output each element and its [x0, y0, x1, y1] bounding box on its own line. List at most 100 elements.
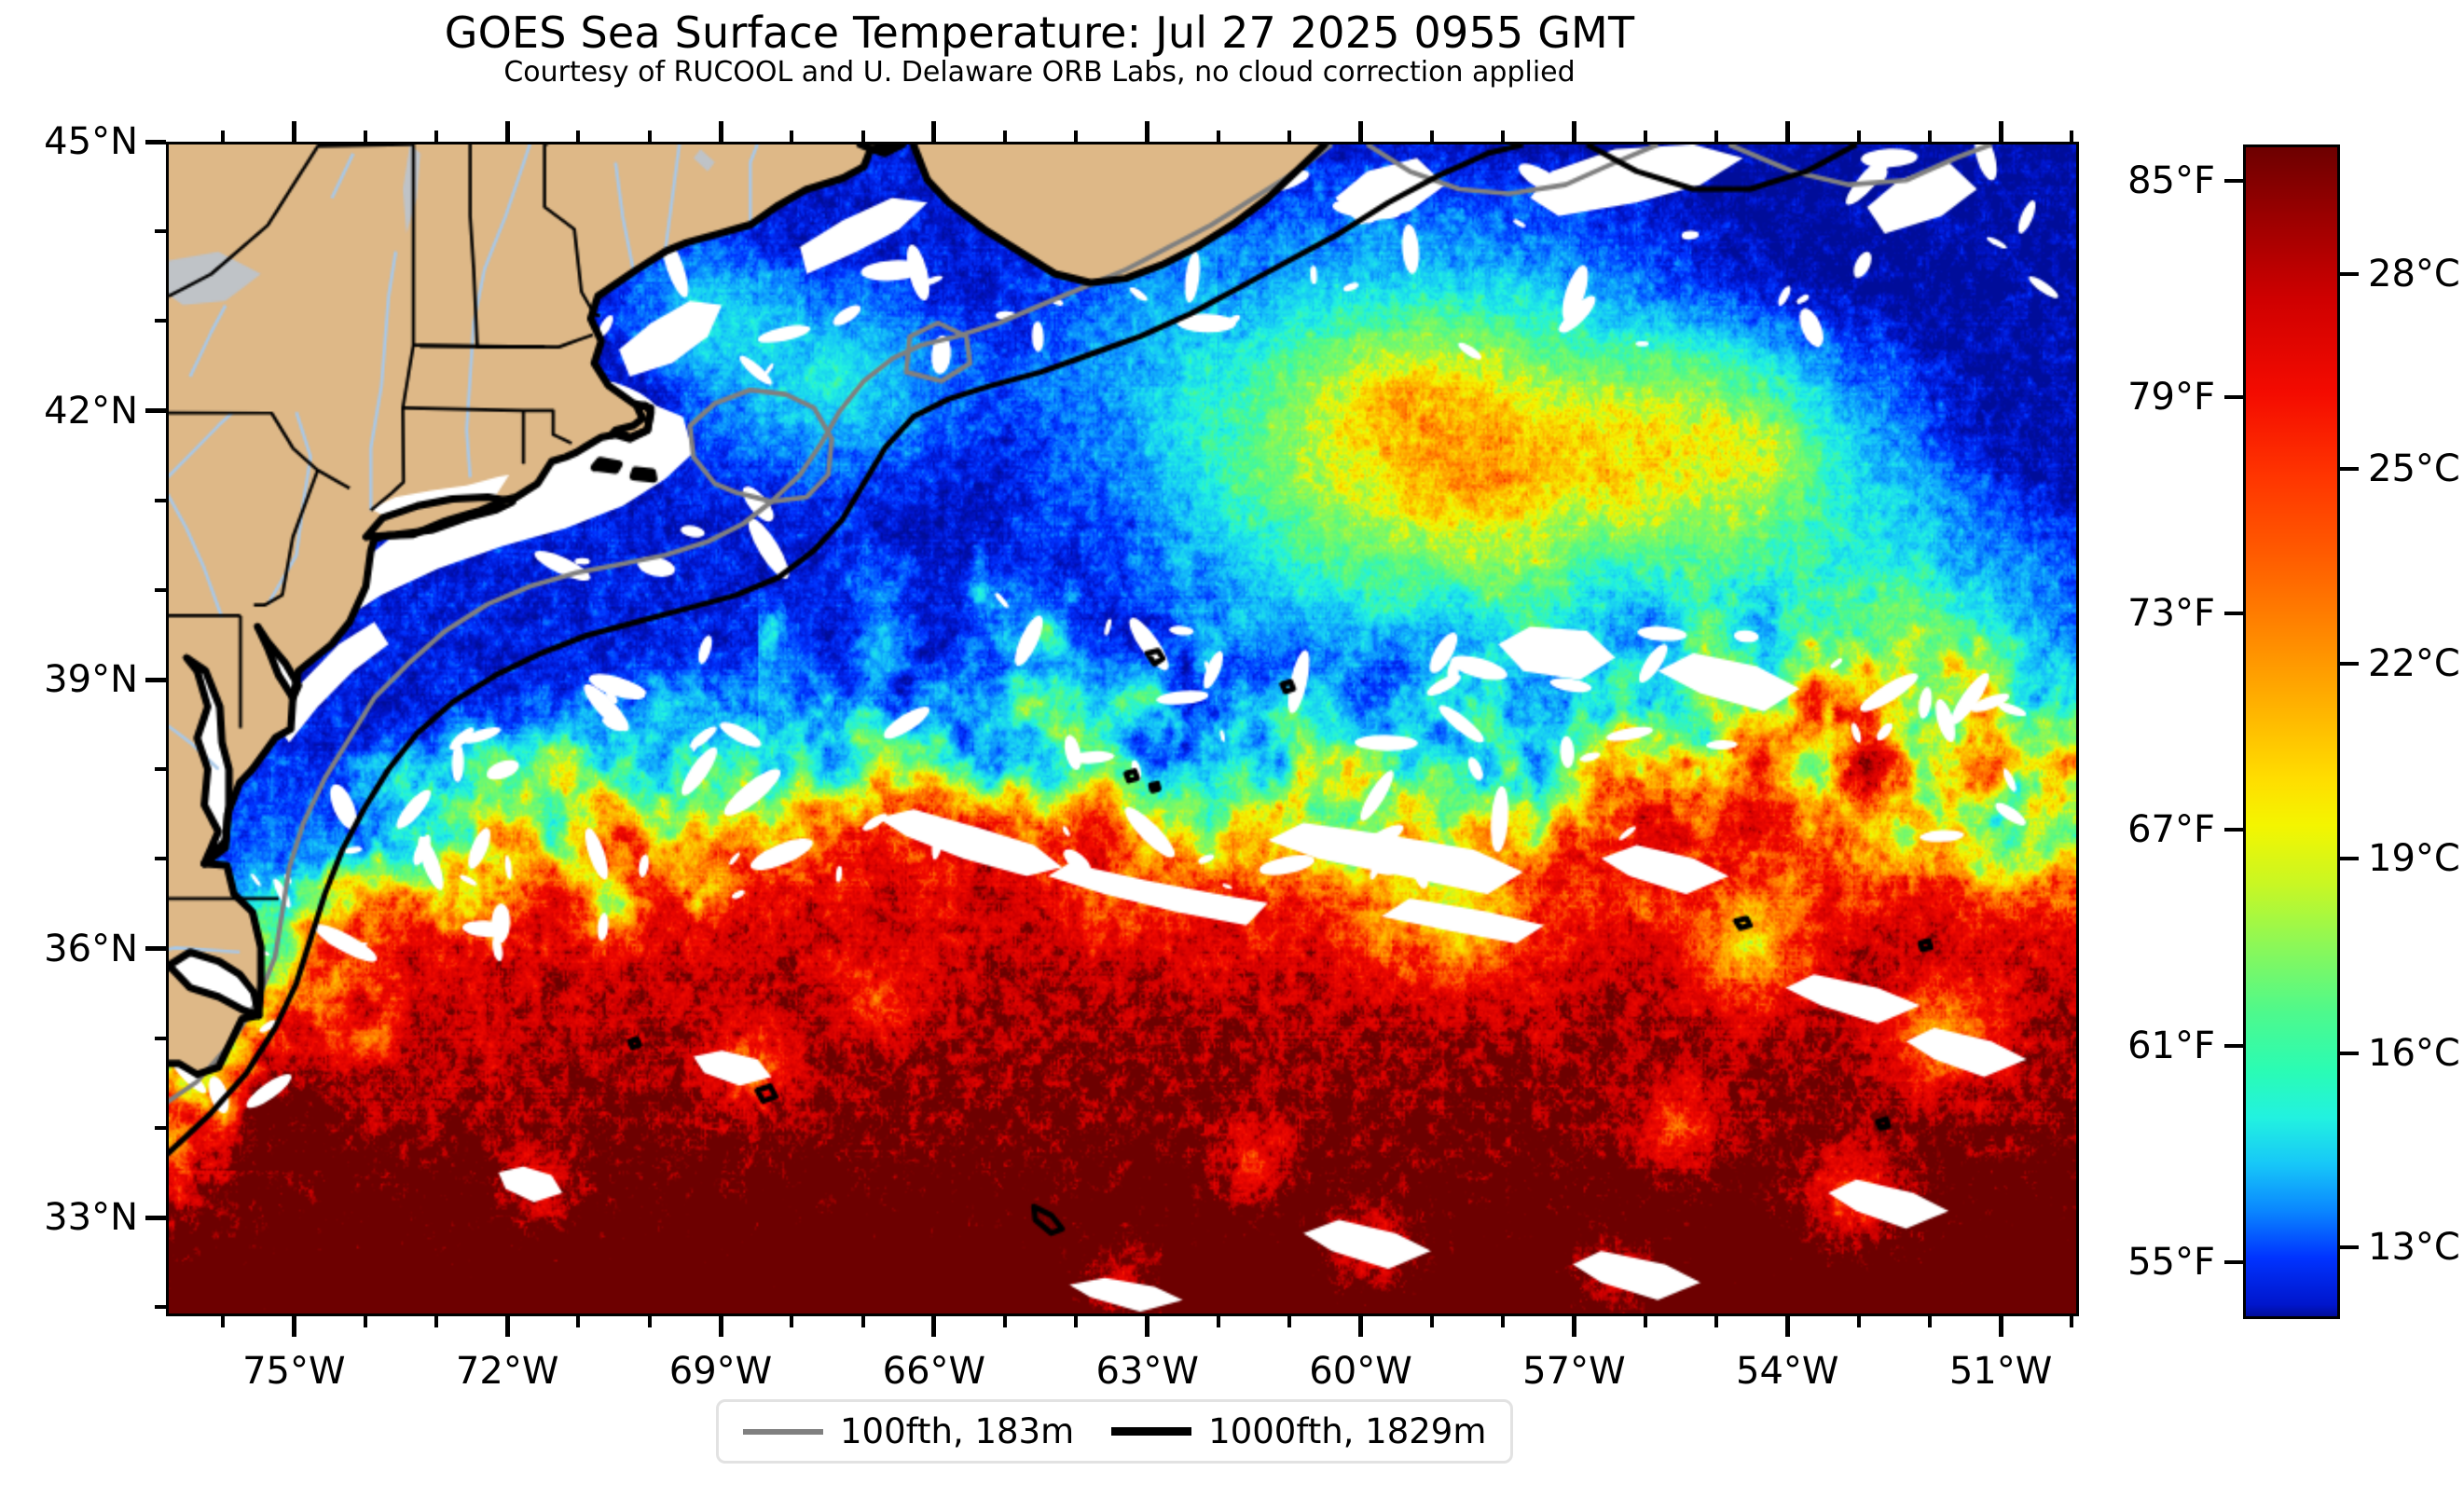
x-tick-top-minor	[1643, 131, 1647, 142]
colorbar-label-fahrenheit: 61°F	[2127, 1024, 2215, 1067]
x-tick-top-minor	[1074, 131, 1079, 142]
x-tick-top-major	[1998, 121, 2003, 142]
colorbar-tick-c	[2340, 1051, 2359, 1055]
y-tick-major	[145, 408, 166, 414]
colorbar-label-celsius: 25°C	[2368, 447, 2460, 491]
x-tick-minor	[1501, 1316, 1506, 1327]
x-tick-major	[1358, 1316, 1364, 1337]
y-tick-minor	[155, 1036, 166, 1040]
x-tick-minor	[1287, 1316, 1292, 1327]
x-tick-minor	[1003, 1316, 1008, 1327]
y-tick-minor	[155, 857, 166, 861]
x-tick-top-major	[1358, 121, 1364, 142]
y-tick-minor	[155, 1305, 166, 1310]
colorbar-label-fahrenheit: 55°F	[2127, 1240, 2215, 1284]
x-axis-label: 75°W	[242, 1350, 346, 1393]
x-tick-top-minor	[1501, 131, 1506, 142]
x-tick-top-minor	[1856, 131, 1861, 142]
y-tick-minor	[155, 498, 166, 502]
y-tick-major	[145, 139, 166, 144]
legend-item-label: 100fth, 183m	[840, 1411, 1075, 1451]
x-tick-minor	[576, 1316, 581, 1327]
x-axis-label: 60°W	[1309, 1350, 1412, 1393]
colorbar-label-celsius: 13°C	[2368, 1226, 2460, 1270]
x-tick-minor	[2070, 1316, 2074, 1327]
colorbar-tick-f	[2224, 827, 2243, 832]
y-tick-major	[145, 946, 166, 952]
x-tick-top-major	[931, 121, 937, 142]
colorbar-label-fahrenheit: 85°F	[2127, 158, 2215, 202]
x-tick-major	[1784, 1316, 1790, 1337]
y-tick-minor	[155, 319, 166, 323]
x-tick-top-minor	[1927, 131, 1932, 142]
x-tick-top-minor	[221, 131, 226, 142]
x-axis-label: 66°W	[882, 1350, 986, 1393]
colorbar-label-celsius: 28°C	[2368, 253, 2460, 296]
colorbar-tick-f	[2224, 1259, 2243, 1264]
colorbar-label-celsius: 16°C	[2368, 1031, 2460, 1075]
x-tick-minor	[1643, 1316, 1647, 1327]
x-tick-top-minor	[1429, 131, 1434, 142]
legend-line-swatch	[1111, 1427, 1192, 1436]
x-tick-major	[1571, 1316, 1576, 1337]
x-tick-top-major	[291, 121, 296, 142]
map-plot-area[interactable]	[166, 142, 2079, 1316]
y-axis-label: 45°N	[44, 120, 138, 163]
y-tick-minor	[155, 229, 166, 234]
x-tick-top-major	[1784, 121, 1790, 142]
x-axis-label: 57°W	[1522, 1350, 1626, 1393]
y-axis-label: 42°N	[44, 389, 138, 433]
map-vector-overlay	[169, 144, 2076, 1313]
x-axis-label: 69°W	[668, 1350, 773, 1393]
x-tick-top-minor	[790, 131, 794, 142]
x-tick-top-minor	[1287, 131, 1292, 142]
y-axis-label: 33°N	[44, 1196, 138, 1240]
x-tick-top-minor	[363, 131, 367, 142]
legend-line-swatch	[743, 1428, 823, 1435]
x-axis-label: 63°W	[1095, 1350, 1199, 1393]
colorbar-tick-c	[2340, 272, 2359, 277]
colorbar-tick-c	[2340, 661, 2359, 666]
x-tick-minor	[434, 1316, 438, 1327]
y-tick-minor	[155, 1126, 166, 1130]
x-tick-minor	[1714, 1316, 1718, 1327]
y-tick-major	[145, 1215, 166, 1220]
colorbar-label-fahrenheit: 67°F	[2127, 807, 2215, 851]
x-tick-top-minor	[434, 131, 438, 142]
colorbar-tick-f	[2224, 611, 2243, 615]
page-title: GOES Sea Surface Temperature: Jul 27 202…	[444, 7, 1635, 58]
x-axis-label: 54°W	[1736, 1350, 1839, 1393]
page-subtitle: Courtesy of RUCOOL and U. Delaware ORB L…	[503, 56, 1576, 89]
x-tick-top-minor	[860, 131, 865, 142]
x-tick-minor	[1927, 1316, 1932, 1327]
x-tick-minor	[1856, 1316, 1861, 1327]
colorbar-tick-c	[2340, 467, 2359, 472]
x-axis-label: 51°W	[1948, 1350, 2053, 1393]
colorbar-tick-f	[2224, 178, 2243, 183]
x-tick-top-minor	[1003, 131, 1008, 142]
colorbar	[2243, 144, 2340, 1319]
x-axis-label: 72°W	[455, 1350, 559, 1393]
x-tick-top-minor	[1216, 131, 1220, 142]
y-axis-label: 36°N	[44, 927, 138, 970]
x-tick-top-major	[1571, 121, 1576, 142]
x-tick-top-minor	[2070, 131, 2074, 142]
colorbar-tick-f	[2224, 394, 2243, 399]
legend-item-label: 1000fth, 1829m	[1208, 1411, 1487, 1451]
x-tick-major	[1145, 1316, 1150, 1337]
x-tick-minor	[1216, 1316, 1220, 1327]
x-tick-major	[718, 1316, 723, 1337]
x-tick-minor	[790, 1316, 794, 1327]
y-tick-minor	[155, 587, 166, 592]
isobath-legend: 100fth, 183m 1000fth, 1829m	[716, 1399, 1514, 1464]
x-tick-minor	[221, 1316, 226, 1327]
y-tick-minor	[155, 767, 166, 772]
x-tick-major	[1998, 1316, 2003, 1337]
legend-item: 100fth, 183m	[743, 1411, 1074, 1451]
colorbar-label-fahrenheit: 79°F	[2127, 375, 2215, 419]
x-tick-top-major	[1145, 121, 1150, 142]
legend-item: 1000fth, 1829m	[1111, 1411, 1486, 1451]
colorbar-label-fahrenheit: 73°F	[2127, 591, 2215, 635]
colorbar-tick-c	[2340, 1245, 2359, 1250]
